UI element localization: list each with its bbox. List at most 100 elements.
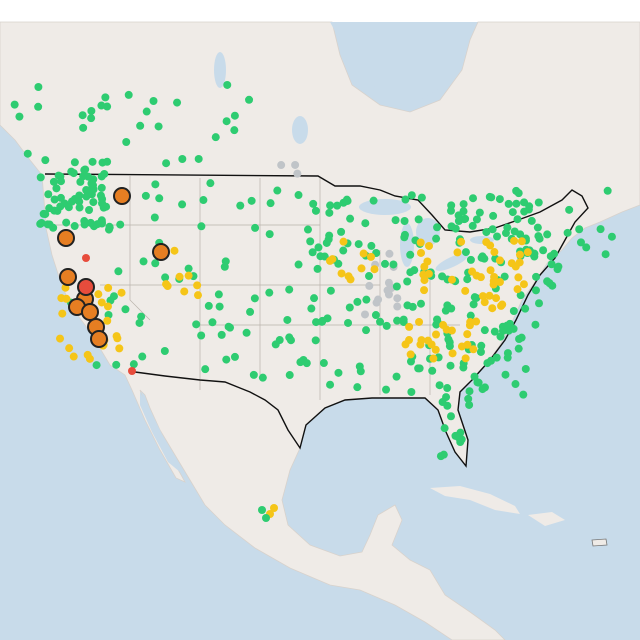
station-marker <box>326 201 335 210</box>
large-marker <box>152 243 170 261</box>
station-marker <box>178 200 187 209</box>
station-marker <box>490 327 499 336</box>
station-marker <box>250 294 259 303</box>
station-marker <box>497 301 506 310</box>
station-marker <box>109 292 118 301</box>
station-marker <box>314 243 323 252</box>
station-marker <box>323 314 332 323</box>
station-marker <box>431 345 440 354</box>
lake-michigan <box>400 223 414 267</box>
station-marker <box>266 199 275 208</box>
station-marker <box>533 223 542 232</box>
station-marker <box>365 281 374 290</box>
station-marker <box>345 303 354 312</box>
station-marker <box>440 424 449 433</box>
station-marker <box>392 282 401 291</box>
station-marker <box>96 191 105 200</box>
station-marker <box>104 283 113 292</box>
station-marker <box>406 250 415 259</box>
station-marker <box>563 228 572 237</box>
station-marker <box>311 336 320 345</box>
station-marker <box>337 227 346 236</box>
station-marker <box>535 234 544 243</box>
station-marker <box>472 293 481 302</box>
station-marker <box>337 269 346 278</box>
station-marker <box>381 259 390 268</box>
station-marker <box>36 173 45 182</box>
station-marker <box>180 287 189 296</box>
station-marker <box>277 161 286 170</box>
station-marker <box>85 354 94 363</box>
station-marker <box>97 298 106 307</box>
station-marker <box>224 322 233 331</box>
station-marker <box>52 184 61 193</box>
station-marker <box>294 260 303 269</box>
station-marker <box>49 177 58 186</box>
station-marker <box>512 199 521 208</box>
station-marker <box>154 122 163 131</box>
station-marker <box>308 248 317 257</box>
station-marker <box>461 286 470 295</box>
station-marker <box>98 199 107 208</box>
station-marker <box>383 286 392 295</box>
station-marker <box>270 504 278 512</box>
station-marker <box>151 180 160 189</box>
station-marker <box>489 211 498 220</box>
station-marker <box>65 344 74 353</box>
station-marker <box>464 394 473 403</box>
station-marker <box>509 306 518 315</box>
station-marker <box>495 278 504 287</box>
station-marker <box>97 218 106 227</box>
station-marker <box>194 154 203 163</box>
station-marker <box>344 318 353 327</box>
station-marker <box>547 260 556 269</box>
station-marker <box>178 155 187 164</box>
station-marker <box>326 286 335 295</box>
station-marker <box>393 302 402 311</box>
station-marker <box>367 252 376 261</box>
station-marker <box>294 191 303 200</box>
station-marker <box>221 257 230 266</box>
station-marker <box>204 301 213 310</box>
station-marker <box>23 149 32 158</box>
station-marker <box>88 157 97 166</box>
station-marker <box>310 294 319 303</box>
station-marker <box>316 252 325 261</box>
station-marker <box>461 214 470 223</box>
station-marker <box>438 272 447 281</box>
station-marker <box>543 230 552 239</box>
station-marker <box>251 223 260 232</box>
station-marker <box>34 83 43 92</box>
puerto-rico <box>591 538 608 547</box>
station-marker <box>94 290 103 299</box>
station-marker <box>514 344 523 353</box>
station-marker <box>527 216 536 225</box>
station-marker <box>79 123 88 132</box>
station-marker <box>443 384 452 393</box>
station-marker <box>433 223 442 232</box>
station-marker <box>496 332 505 341</box>
station-marker <box>453 248 462 257</box>
station-marker <box>406 357 415 366</box>
station-marker <box>193 281 202 290</box>
station-marker <box>175 272 184 281</box>
station-marker <box>392 372 401 381</box>
station-marker <box>249 370 258 379</box>
station-marker <box>414 364 423 373</box>
station-marker <box>515 250 524 259</box>
station-marker <box>393 316 402 325</box>
station-marker <box>476 347 485 356</box>
station-marker <box>523 248 532 257</box>
station-marker <box>465 400 474 409</box>
station-marker <box>490 248 499 257</box>
station-marker <box>420 276 429 285</box>
station-marker <box>62 218 71 227</box>
station-marker <box>531 286 540 295</box>
station-marker <box>451 224 460 233</box>
large-marker <box>77 278 95 296</box>
station-marker <box>439 450 448 459</box>
station-marker <box>211 133 220 142</box>
station-marker <box>480 326 489 335</box>
station-marker <box>324 235 333 244</box>
